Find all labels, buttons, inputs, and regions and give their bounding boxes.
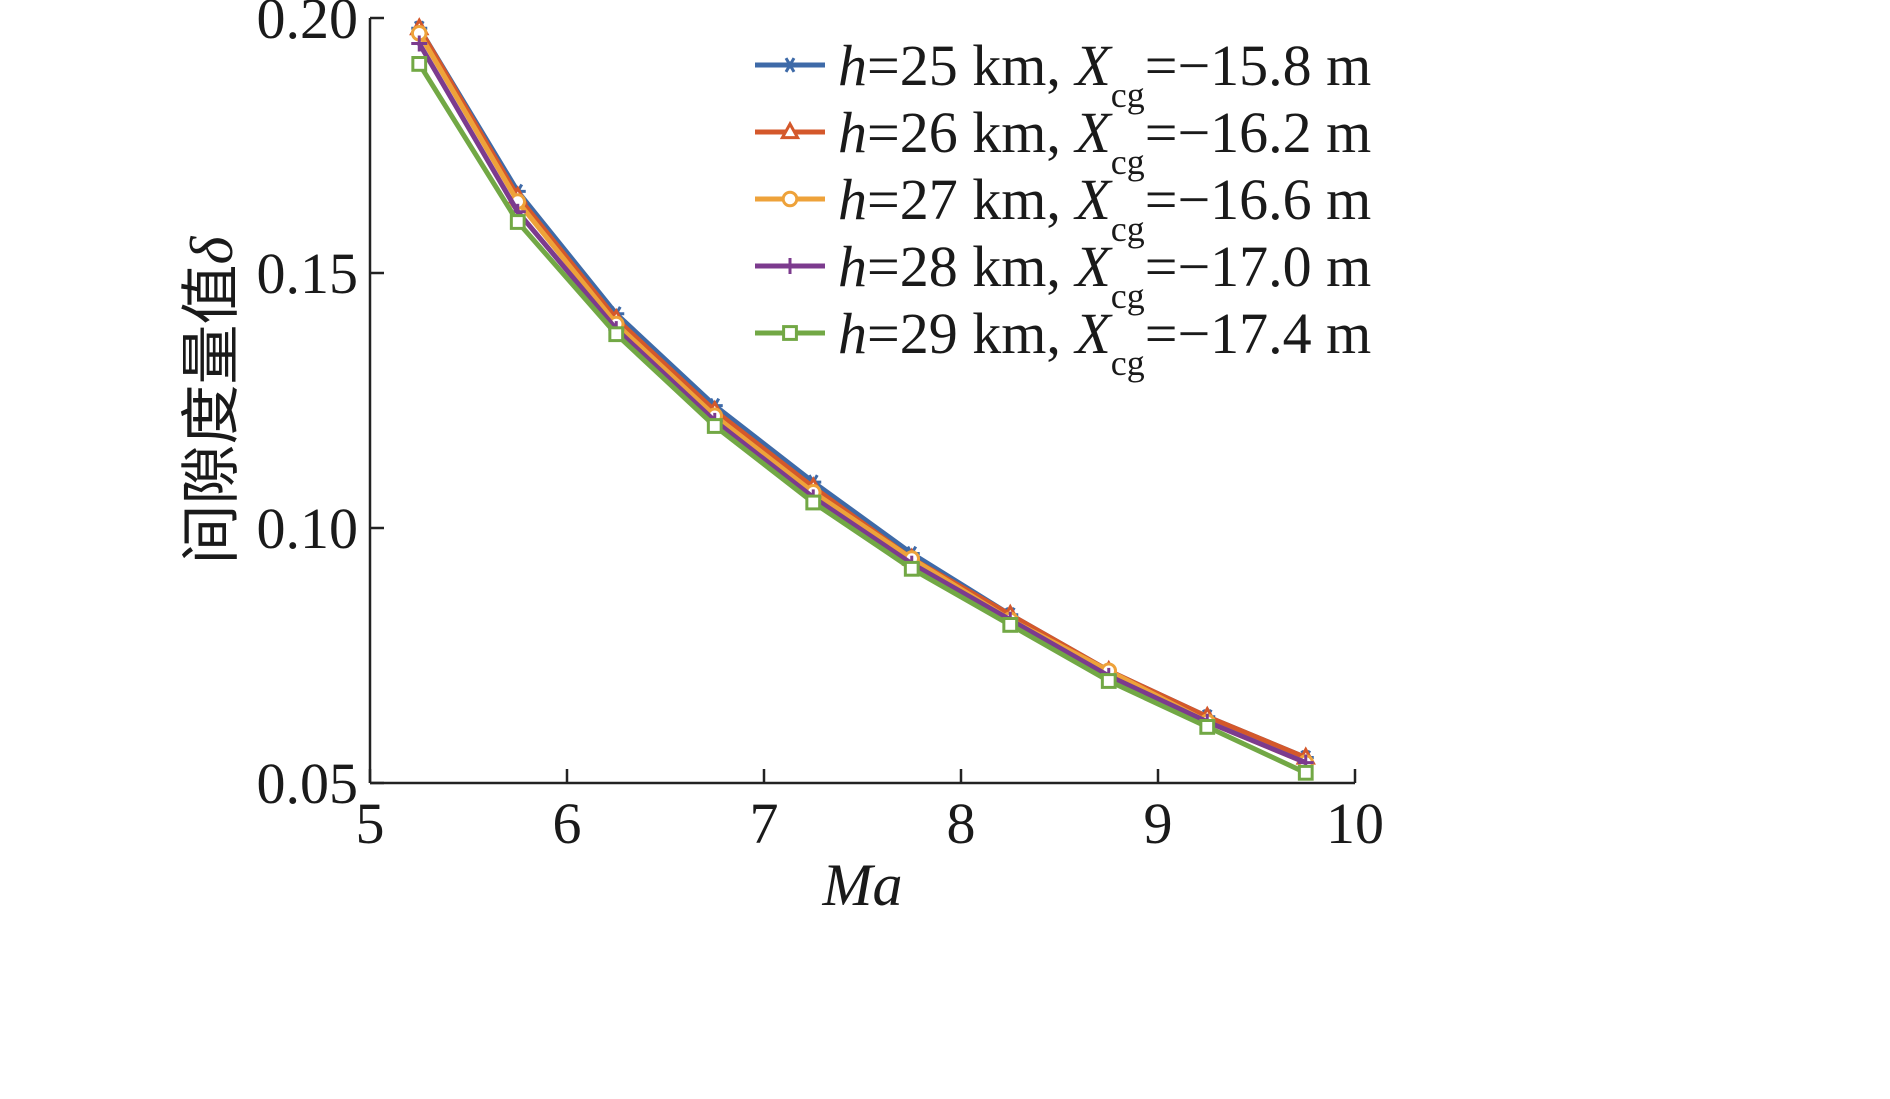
legend-h-value: =25 km, [867, 33, 1075, 98]
legend-h-value: =29 km, [867, 301, 1075, 366]
x-tick-label: 9 [1144, 791, 1173, 856]
legend: h=25 km, Xcg=−15.8 mh=26 km, Xcg=−16.2 m… [755, 33, 1371, 383]
x-tick-label: 7 [750, 791, 779, 856]
y-axis-title: 间隙度量值δ [177, 235, 247, 564]
y-tick-label: 0.20 [257, 0, 359, 51]
legend-var-x: X [1073, 167, 1113, 232]
legend-x-value: =−17.0 m [1145, 234, 1372, 299]
x-tick-label: 6 [553, 791, 582, 856]
data-point-plus [411, 35, 428, 52]
data-point-square [1002, 617, 1019, 633]
y-ticks: 0.05 0.10 0.15 0.20 [257, 0, 384, 816]
legend-subscript: cg [1111, 276, 1145, 316]
asterisk-core [786, 61, 794, 69]
series-layer [409, 17, 1316, 781]
legend-var-x: X [1073, 234, 1113, 299]
data-point-square [509, 214, 526, 230]
legend-label: h=27 km, Xcg=−16.6 m [838, 167, 1371, 249]
legend-h-value: =26 km, [867, 100, 1075, 165]
data-point-asterisk [782, 57, 798, 73]
legend-h-value: =28 km, [867, 234, 1075, 299]
legend-item-1: h=25 km, Xcg=−15.8 m [755, 33, 1371, 115]
legend-item-4: h=28 km, Xcg=−17.0 m [755, 234, 1371, 316]
legend-h-value: =27 km, [867, 167, 1075, 232]
legend-label: h=25 km, Xcg=−15.8 m [838, 33, 1371, 115]
x-tick-label: 5 [356, 791, 385, 856]
x-ticks: 5 6 7 8 9 10 [356, 769, 1384, 856]
legend-var-h: h [838, 167, 867, 232]
legend-x-value: =−16.2 m [1145, 100, 1372, 165]
data-point-square [706, 418, 723, 434]
y-axis-title-symbol: δ [179, 235, 245, 264]
x-axis-title: Ma [822, 852, 903, 918]
x-tick-label: 10 [1326, 791, 1384, 856]
legend-subscript: cg [1111, 142, 1145, 182]
legend-label: h=28 km, Xcg=−17.0 m [838, 234, 1371, 316]
legend-subscript: cg [1111, 343, 1145, 383]
legend-x-value: =−15.8 m [1145, 33, 1372, 98]
data-point-plus [782, 258, 798, 274]
legend-var-x: X [1073, 33, 1113, 98]
data-point-square [805, 494, 822, 511]
data-point-square [1199, 719, 1216, 735]
data-point-square [782, 325, 798, 341]
legend-var-h: h [838, 234, 867, 299]
legend-x-value: =−17.4 m [1145, 301, 1372, 366]
legend-label: h=26 km, Xcg=−16.2 m [838, 100, 1371, 182]
y-axis-title-text: 间隙度量值 [177, 264, 247, 564]
series-line [417, 42, 1307, 765]
series-5 [411, 56, 1314, 781]
legend-var-h: h [838, 301, 867, 366]
data-point-square [1297, 764, 1314, 781]
legend-subscript: cg [1111, 209, 1145, 249]
data-point-square [903, 560, 920, 577]
legend-label: h=29 km, Xcg=−17.4 m [838, 301, 1371, 383]
y-tick-label: 0.15 [257, 241, 359, 306]
series-line [417, 62, 1307, 776]
legend-var-x: X [1073, 100, 1113, 165]
legend-item-3: h=27 km, Xcg=−16.6 m [755, 167, 1371, 249]
data-point-triangle [779, 120, 801, 140]
data-point-square [608, 326, 625, 343]
legend-x-value: =−16.6 m [1145, 167, 1372, 232]
data-point-circle [781, 190, 799, 208]
x-tick-label: 8 [947, 791, 976, 856]
legend-subscript: cg [1111, 75, 1145, 115]
axes: 0.05 0.10 0.15 0.20 5 6 7 8 9 10 [257, 0, 1385, 856]
y-tick-label: 0.10 [257, 496, 359, 561]
y-tick-label: 0.05 [257, 751, 359, 816]
data-point-square [411, 56, 428, 72]
legend-var-h: h [838, 100, 867, 165]
legend-item-2: h=26 km, Xcg=−16.2 m [755, 100, 1371, 182]
data-point-square [1100, 673, 1117, 689]
legend-item-5: h=29 km, Xcg=−17.4 m [755, 301, 1371, 383]
legend-var-h: h [838, 33, 867, 98]
legend-var-x: X [1073, 301, 1113, 366]
